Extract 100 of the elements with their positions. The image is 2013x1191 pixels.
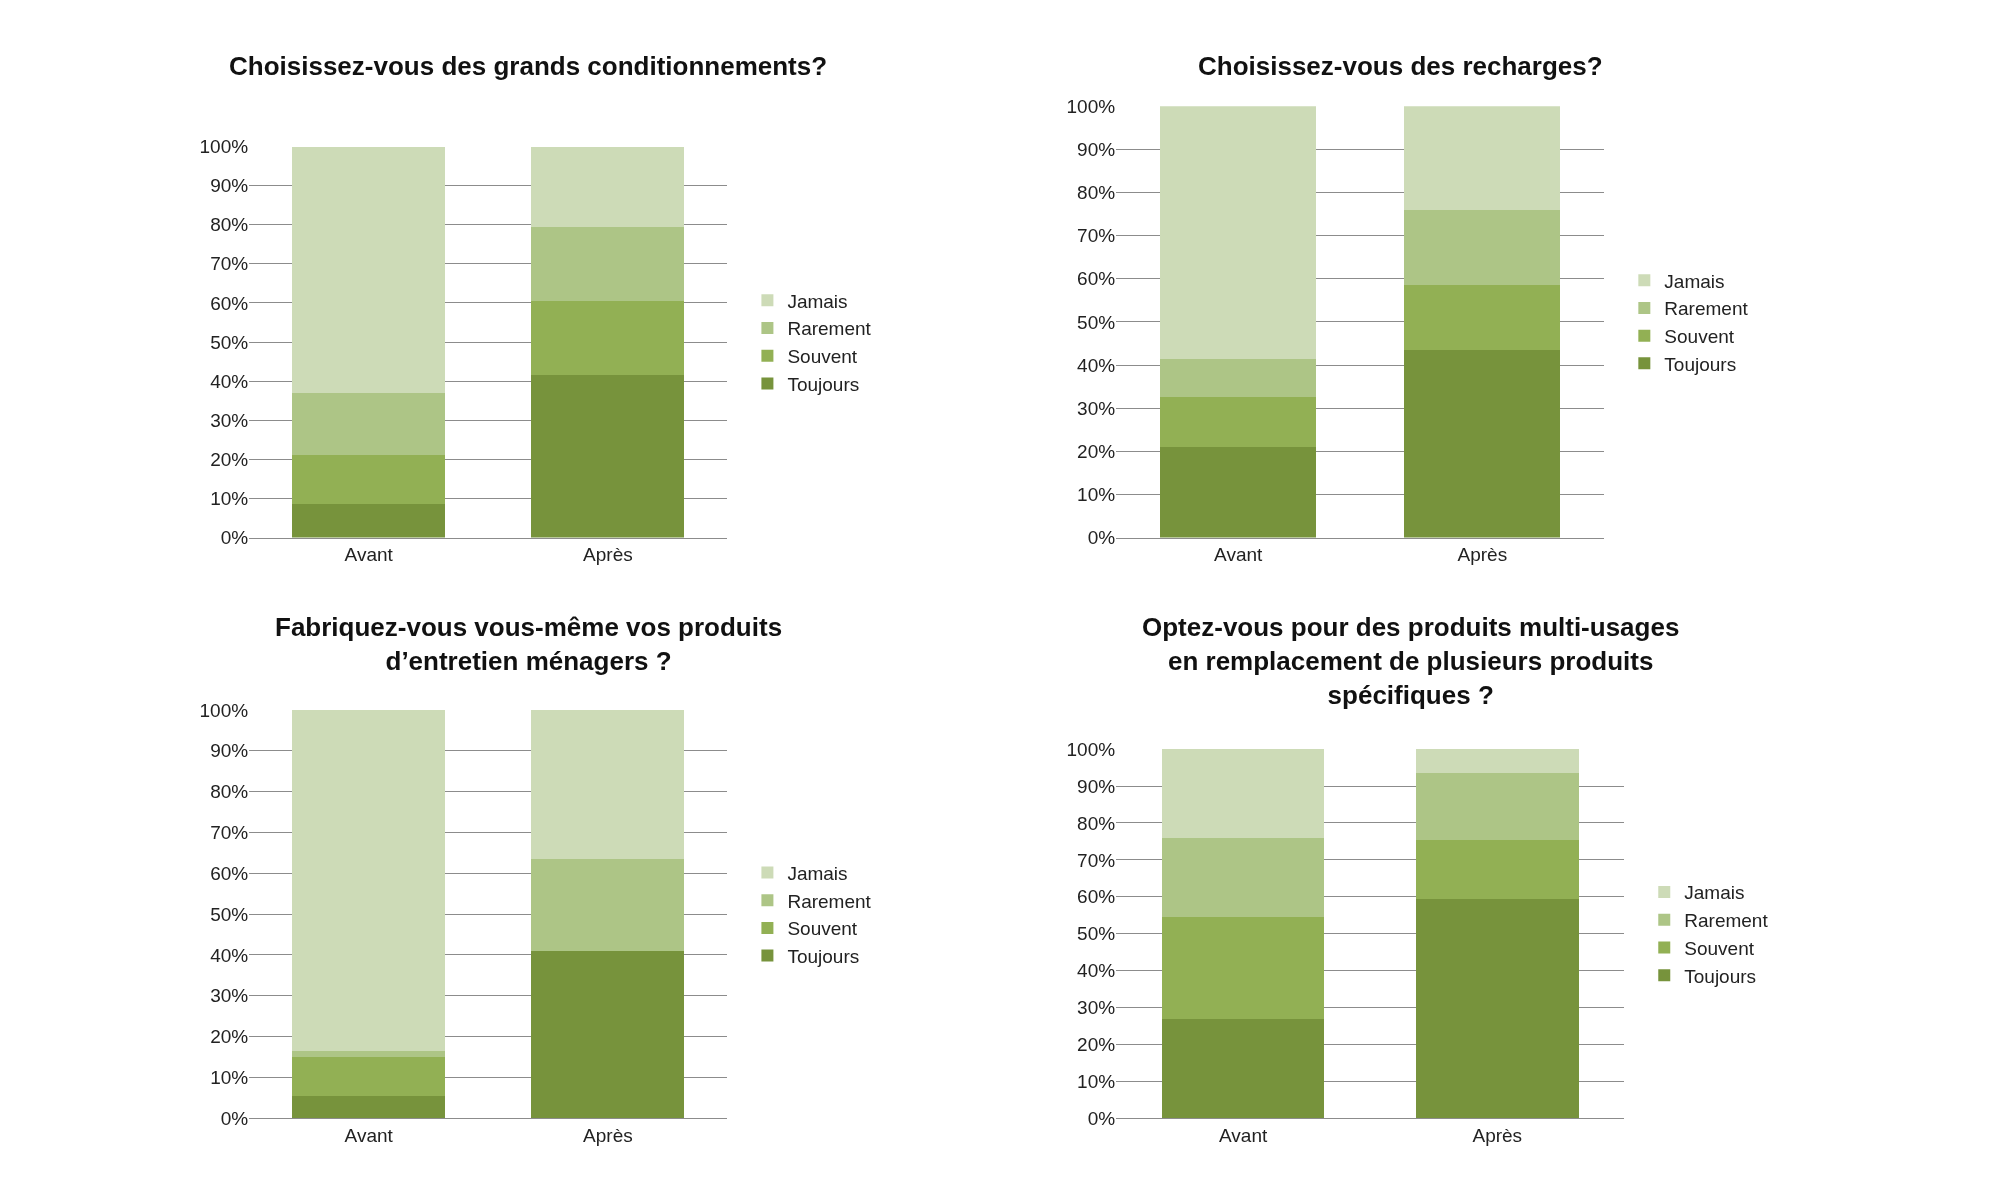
- y-tick-label: 10%: [210, 1067, 249, 1089]
- y-tick-label: 20%: [1077, 440, 1116, 462]
- legend-label: Toujours: [1684, 965, 1757, 987]
- bar: [292, 710, 446, 1051]
- x-tick-label: Avant: [344, 1125, 394, 1147]
- legend-label: Jamais: [1664, 270, 1725, 292]
- y-tick-label: 70%: [1077, 225, 1116, 247]
- y-tick-label: 70%: [1077, 849, 1116, 871]
- bar: [1160, 446, 1317, 538]
- bar: [1415, 839, 1579, 899]
- bar: [1161, 837, 1325, 918]
- legend-label: Souvent: [1684, 937, 1755, 959]
- bar: [292, 1057, 446, 1096]
- bar: [1161, 749, 1325, 838]
- x-tick-label: Avant: [344, 544, 394, 566]
- bar: [1404, 285, 1561, 350]
- y-tick-label: 60%: [1077, 886, 1116, 908]
- y-tick-label: 100%: [199, 136, 249, 158]
- chart-title: Optez-vous pour des produits multi-usages en remplacement de plusieurs produits spécifiques ?: [1142, 612, 1680, 710]
- y-tick-label: 60%: [210, 862, 249, 884]
- bar: [292, 1095, 446, 1119]
- legend-label: Rarement: [787, 318, 872, 340]
- y-tick-label: 30%: [210, 985, 249, 1007]
- legend-label: Souvent: [787, 918, 858, 940]
- y-tick-label: 50%: [210, 903, 249, 925]
- y-tick-label: 90%: [1077, 775, 1116, 797]
- x-tick-label: Après: [1457, 544, 1508, 566]
- y-tick-label: 50%: [1077, 923, 1116, 945]
- bar: [1404, 106, 1561, 210]
- bar: [292, 146, 446, 393]
- y-tick-label: 30%: [1077, 397, 1116, 419]
- y-tick-label: 90%: [210, 740, 249, 762]
- bar: [1404, 349, 1561, 538]
- bar: [292, 455, 446, 505]
- y-tick-label: 0%: [1087, 527, 1116, 549]
- legend-label: Souvent: [1664, 326, 1735, 348]
- y-tick-label: 50%: [210, 331, 249, 353]
- y-tick-label: 20%: [210, 1026, 249, 1048]
- bar: [292, 504, 446, 538]
- x-tick-label: Après: [583, 544, 633, 566]
- legend-label: Jamais: [1684, 882, 1745, 904]
- legend-label: Toujours: [1664, 353, 1737, 375]
- y-tick-label: 100%: [1066, 95, 1116, 117]
- y-tick-label: 20%: [210, 448, 249, 470]
- chart-title: Choisissez-vous des recharges?: [1198, 51, 1603, 81]
- y-tick-label: 40%: [210, 944, 249, 966]
- bar: [1415, 749, 1579, 774]
- legend-label: Jamais: [787, 290, 848, 312]
- legend-label: Toujours: [787, 373, 860, 395]
- y-tick-label: 80%: [1077, 182, 1116, 204]
- y-tick-label: 90%: [210, 175, 249, 197]
- y-tick-label: 90%: [1077, 139, 1116, 161]
- legend-label: Rarement: [787, 890, 872, 912]
- y-tick-label: 80%: [210, 214, 249, 236]
- y-tick-label: 60%: [210, 292, 249, 314]
- x-tick-label: Avant: [1219, 1125, 1268, 1147]
- bar: [1161, 917, 1325, 1019]
- y-tick-label: 0%: [220, 1107, 249, 1129]
- y-tick-label: 50%: [1077, 311, 1116, 333]
- bar: [531, 375, 685, 538]
- legend-label: Rarement: [1664, 298, 1749, 320]
- y-tick-label: 0%: [1087, 1107, 1116, 1129]
- bar: [531, 710, 685, 860]
- y-tick-label: 80%: [1077, 812, 1116, 834]
- y-tick-label: 100%: [199, 699, 249, 721]
- bar: [1161, 1018, 1325, 1119]
- legend-label: Souvent: [787, 346, 858, 368]
- y-tick-label: 30%: [1077, 997, 1116, 1019]
- bar: [1404, 209, 1561, 286]
- bar: [531, 146, 685, 227]
- chart-title: Choisissez-vous des grands conditionnements?: [229, 51, 828, 81]
- bar: [1415, 898, 1579, 1119]
- bar: [1160, 397, 1317, 447]
- y-tick-label: 60%: [1077, 268, 1116, 290]
- bar: [1160, 106, 1317, 359]
- y-tick-label: 10%: [1077, 1070, 1116, 1092]
- y-tick-label: 40%: [210, 370, 249, 392]
- y-tick-label: 20%: [1077, 1034, 1116, 1056]
- bar: [1415, 773, 1579, 840]
- y-tick-label: 70%: [210, 822, 249, 844]
- bar: [531, 226, 685, 301]
- bar: [531, 859, 685, 951]
- x-tick-label: Avant: [1214, 544, 1264, 566]
- y-tick-label: 80%: [210, 781, 249, 803]
- legend-label: Jamais: [787, 862, 848, 884]
- legend-label: Toujours: [787, 945, 860, 967]
- y-tick-label: 10%: [210, 488, 249, 510]
- bar: [292, 1050, 446, 1058]
- x-tick-label: Après: [583, 1125, 633, 1147]
- y-tick-label: 10%: [1077, 484, 1116, 506]
- bar: [531, 950, 685, 1119]
- y-tick-label: 40%: [1077, 354, 1116, 376]
- bar: [531, 300, 685, 376]
- bar: [292, 392, 446, 456]
- bar: [1160, 358, 1317, 398]
- y-tick-label: 0%: [220, 527, 249, 549]
- y-tick-label: 40%: [1077, 960, 1116, 982]
- y-tick-label: 30%: [210, 409, 249, 431]
- y-tick-label: 100%: [1066, 738, 1116, 760]
- legend-label: Rarement: [1684, 910, 1769, 932]
